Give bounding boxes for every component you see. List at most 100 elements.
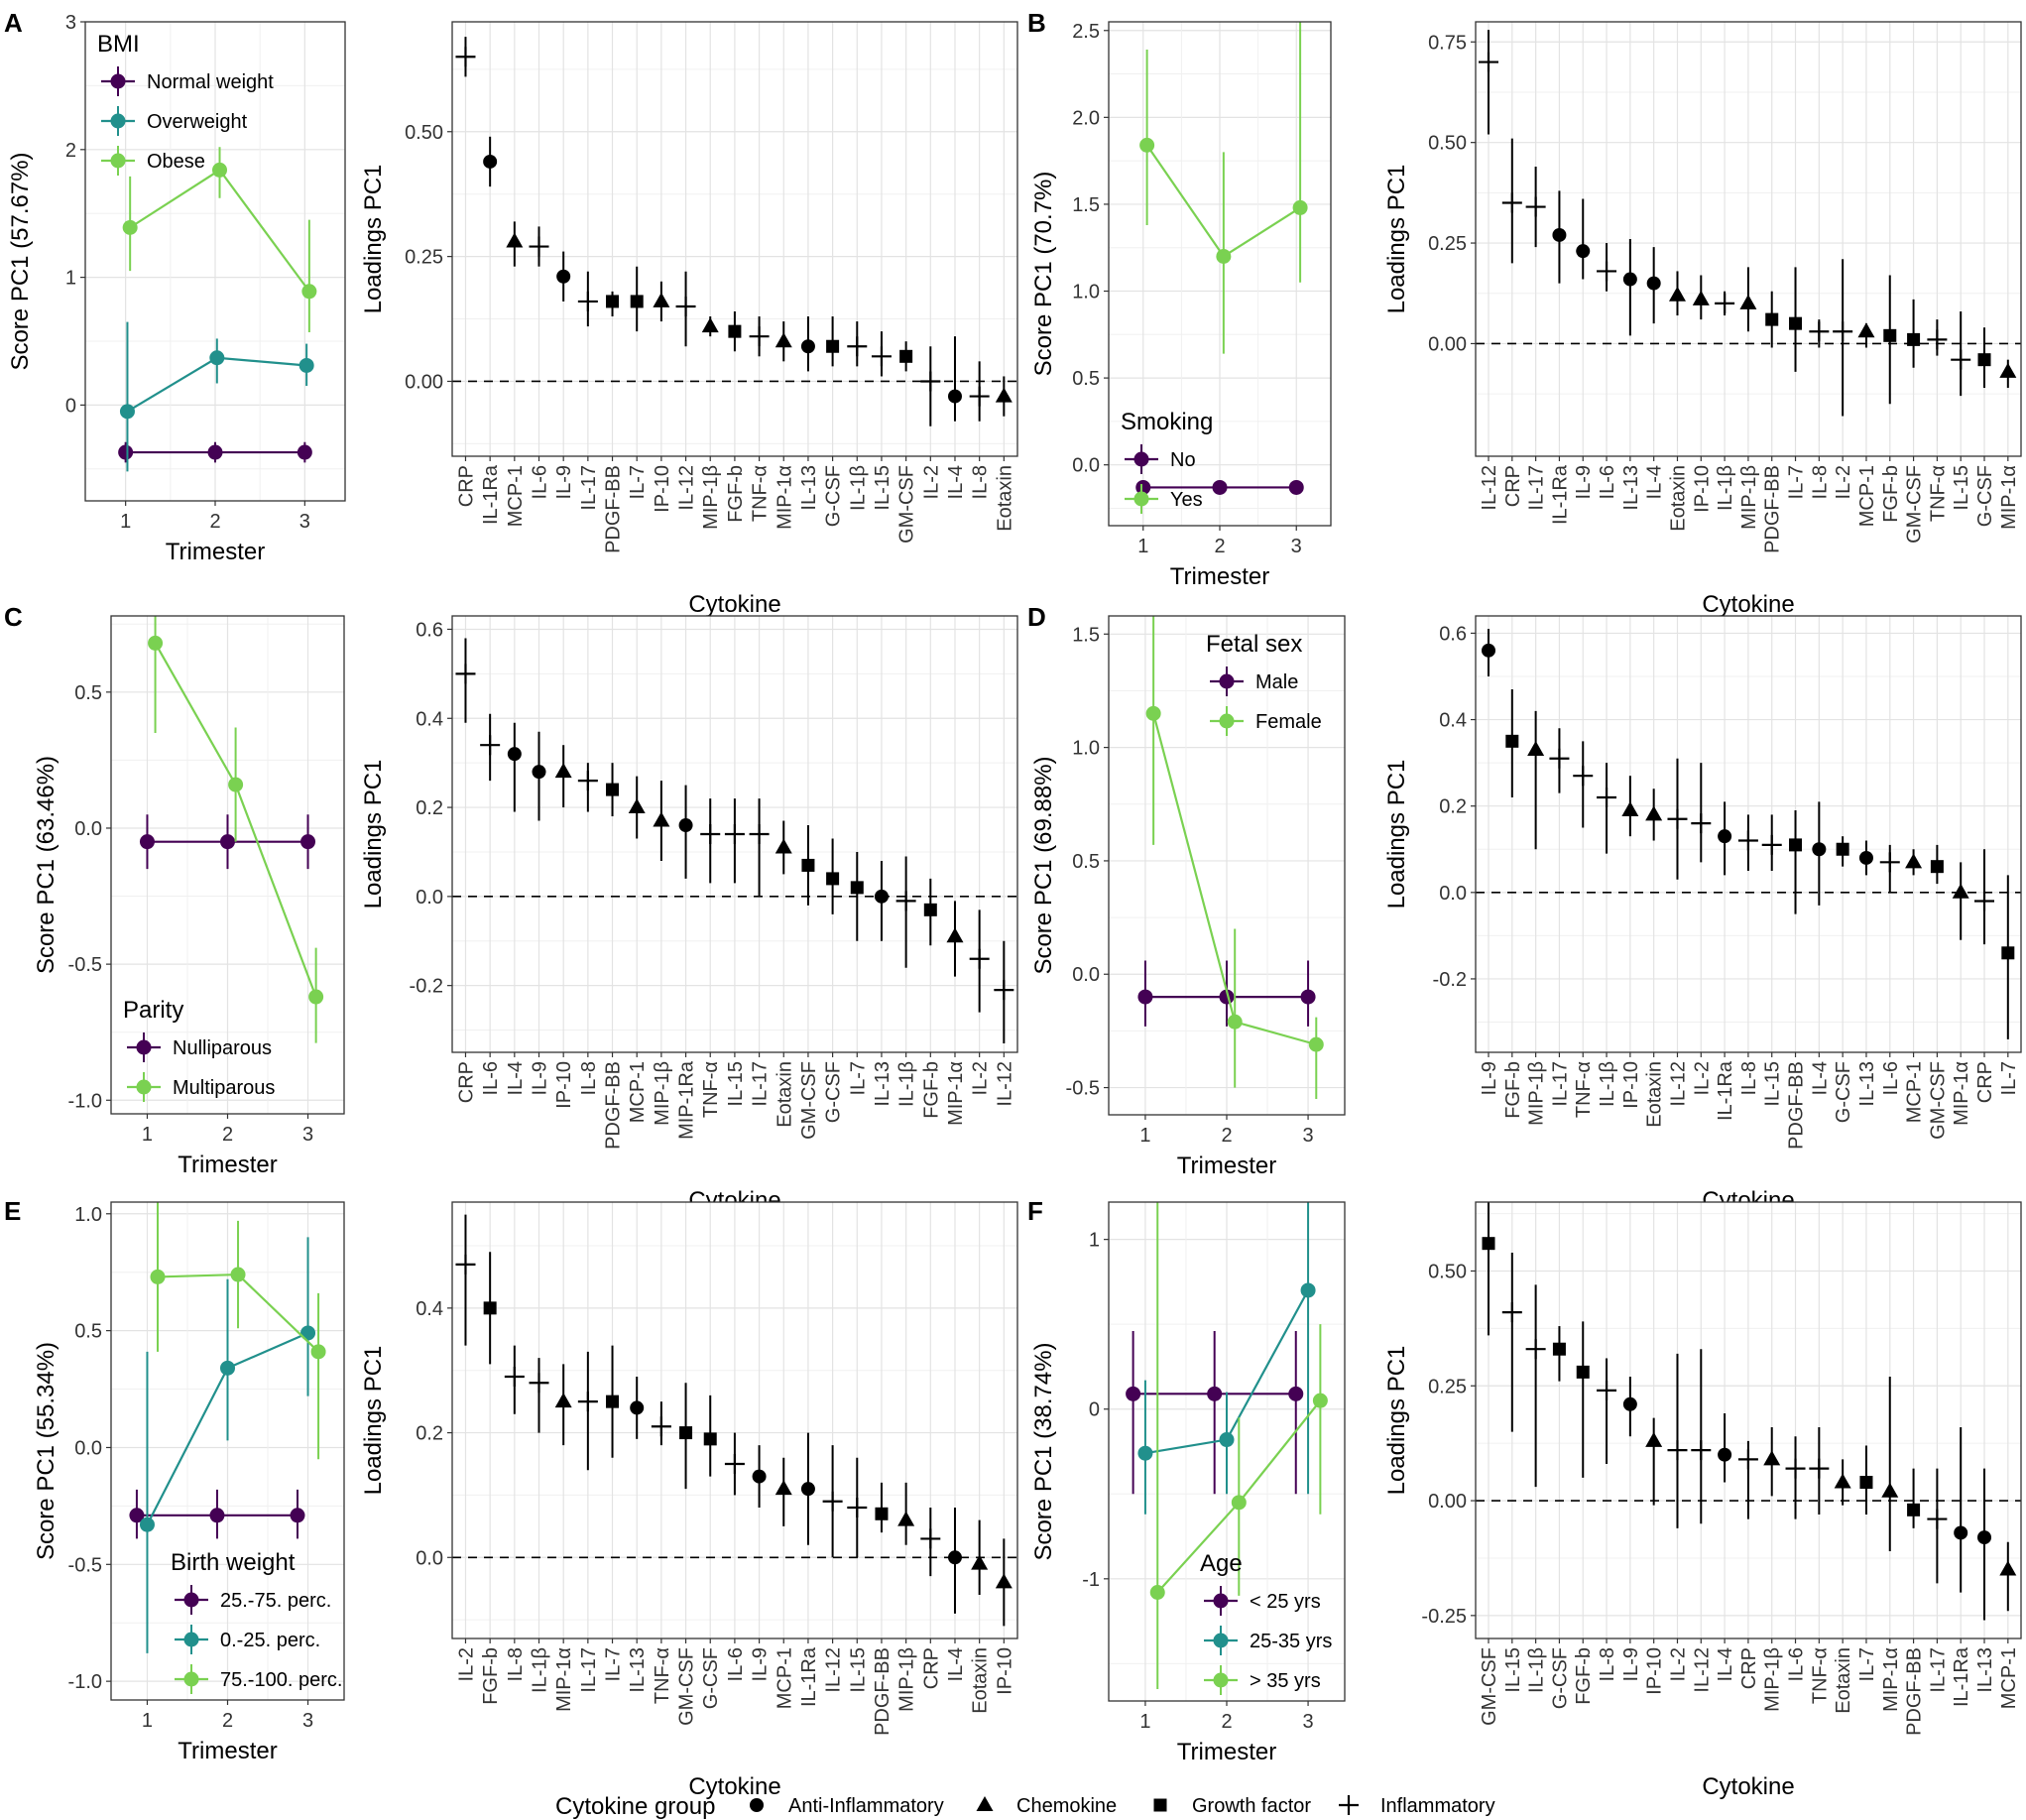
panel-f-data-point bbox=[1300, 1282, 1316, 1298]
panel-f2-data-point bbox=[1576, 1365, 1590, 1379]
panel-a-data-point bbox=[119, 404, 135, 420]
panel-c2-data-point bbox=[628, 798, 646, 814]
panel-e2-tick-label-x: GM-CSF bbox=[676, 1647, 698, 1726]
panel-c2-tick-label-x: IL-1β bbox=[896, 1061, 918, 1107]
panel-e2-tick-label-x: IL-15 bbox=[847, 1647, 869, 1693]
panel-d2-tick-label-y: -0.2 bbox=[1433, 969, 1467, 991]
panel-d2-tick-label-x: FGF-b bbox=[1502, 1061, 1524, 1119]
panel-f2-data-point bbox=[1954, 1525, 1968, 1540]
panel-e2-data-point bbox=[897, 1511, 915, 1526]
panel-a-data-point bbox=[298, 357, 314, 373]
panel-b2-tick-label-x: IL-6 bbox=[1597, 465, 1618, 499]
panel-f2-y-axis-title: Loadings PC1 bbox=[1383, 1346, 1410, 1496]
panel-d2-tick-label-x: IL-2 bbox=[1691, 1061, 1713, 1095]
panel-d2-data-point bbox=[1573, 766, 1594, 787]
panel-a2-tick-label-x: CRP bbox=[455, 465, 477, 507]
panel-a2-tick-label-y: 0.50 bbox=[405, 122, 443, 144]
panel-d2-tick-label-x: IL-7 bbox=[1998, 1061, 2020, 1095]
panel-f-series-2 bbox=[1149, 1202, 1328, 1690]
panel-e-legend-key-point bbox=[183, 1632, 199, 1647]
panel-b2-tick-label-x: TNF-α bbox=[1927, 465, 1949, 522]
panel-letter-a: A bbox=[4, 8, 23, 38]
cytokine-group-label: Anti-Inflammatory bbox=[788, 1795, 944, 1817]
panel-d-data-point bbox=[1137, 989, 1153, 1005]
panel-d-legend-label: Female bbox=[1255, 711, 1322, 733]
panel-a2-y-axis-title: Loadings PC1 bbox=[360, 165, 387, 314]
panel-f2-data-point bbox=[1881, 1482, 1899, 1498]
panel-f-tick-label-x: 3 bbox=[1303, 1711, 1314, 1733]
panel-d-tick-label-x: 2 bbox=[1221, 1125, 1232, 1147]
panel-a-data-point bbox=[212, 162, 228, 178]
panel-b2-tick-label-y: 0.50 bbox=[1428, 133, 1467, 155]
panel-f-legend-title: Age bbox=[1200, 1550, 1243, 1577]
panel-d2-data-point bbox=[1527, 741, 1545, 757]
panel-b-data-point bbox=[1288, 479, 1304, 495]
panel-b2-data-point bbox=[1576, 244, 1591, 259]
panel-d2-data-point bbox=[1836, 842, 1849, 856]
panel-a2-data-point bbox=[455, 47, 476, 67]
panel-b-legend: Smoking No Yes bbox=[1121, 409, 1213, 514]
panel-d2-data-point bbox=[1505, 734, 1519, 748]
panel-f2-tick-label-x: IL-17 bbox=[1927, 1647, 1949, 1693]
panel-d2-data-point bbox=[1597, 787, 1617, 807]
panel-a2-tick-label-x: IL-9 bbox=[553, 465, 575, 499]
panel-c-data-point bbox=[300, 834, 316, 850]
panel-c2-tick-label-x: MIP-1Ra bbox=[676, 1060, 698, 1140]
panel-e-tick-label-x: 3 bbox=[302, 1710, 313, 1732]
panel-d-tick-label-y: 1.5 bbox=[1072, 624, 1100, 646]
panel-a2-tick-label-x: IL-13 bbox=[798, 465, 820, 511]
panel-b2-data-point bbox=[1809, 321, 1830, 342]
panel-f2-data-point bbox=[1501, 1302, 1522, 1323]
panel-b-tick-label-y: 0.0 bbox=[1072, 455, 1100, 477]
panel-d-data-point bbox=[1145, 705, 1161, 721]
panel-d-legend-key-point bbox=[1219, 713, 1235, 729]
panel-f-legend-label: < 25 yrs bbox=[1250, 1591, 1321, 1613]
panel-e2-tick-label-x: IL-2 bbox=[455, 1647, 477, 1681]
panel-e-data-point bbox=[139, 1517, 155, 1532]
panel-a2-data-point bbox=[947, 389, 962, 404]
panel-e2-data-point bbox=[504, 1367, 525, 1387]
panel-b2-data-point bbox=[1479, 52, 1498, 72]
panel-f2-data-point bbox=[1809, 1458, 1830, 1479]
panel-d-tick-label-y: 0.5 bbox=[1072, 851, 1100, 873]
panel-b2-tick-label-x: FGF-b bbox=[1880, 465, 1902, 523]
panel-c-legend-label: Multiparous bbox=[173, 1077, 275, 1099]
panel-a-series-2 bbox=[122, 147, 317, 332]
panel-d2-tick-label-y: 0.4 bbox=[1439, 710, 1467, 732]
panel-a2-tick-label-x: IL-4 bbox=[945, 465, 967, 499]
panel-b2-tick-label-x: G-CSF bbox=[1974, 465, 1996, 527]
panel-e2-tick-label-x: MCP-1 bbox=[774, 1647, 795, 1709]
panel-d2-tick-label-x: G-CSF bbox=[1833, 1061, 1854, 1123]
panel-d2-data-point bbox=[2001, 946, 2015, 960]
panel-c2-data-point bbox=[606, 783, 620, 796]
panel-d2-data-point bbox=[1621, 801, 1639, 817]
panel-e-data-point bbox=[220, 1360, 235, 1376]
panel-b-tick-label-y: 2.5 bbox=[1072, 21, 1100, 43]
panel-e-x-axis-title: Trimester bbox=[178, 1738, 277, 1764]
panel-e2-data-point bbox=[752, 1469, 767, 1484]
panel-b2-data-point bbox=[1927, 329, 1948, 350]
panel-b2-tick-label-x: IL-8 bbox=[1809, 465, 1831, 499]
panel-d2-tick-label-x: MCP-1 bbox=[1904, 1061, 1926, 1123]
panel-a-legend-label: Obese bbox=[147, 151, 205, 173]
panel-d-tick-label-y: -0.5 bbox=[1066, 1078, 1100, 1100]
panel-f2-data-point bbox=[1525, 1339, 1546, 1360]
panel-e2-tick-label-x: IL-12 bbox=[823, 1647, 845, 1693]
panel-c2-data-point bbox=[826, 872, 840, 886]
panel-d2-data-point bbox=[1812, 842, 1827, 857]
panel-c2-data-point bbox=[678, 818, 693, 833]
panel-c2-data-point bbox=[946, 927, 964, 943]
panel-f2-x-axis-title: Cytokine bbox=[1702, 1773, 1794, 1800]
panel-d2-tick-label-y: 0.2 bbox=[1439, 796, 1467, 818]
panel-d2-tick-label-x: IL-8 bbox=[1738, 1061, 1760, 1095]
cytokine-group-square-icon bbox=[1153, 1798, 1167, 1812]
panel-c2-data-point bbox=[969, 948, 990, 969]
panel-e2-tick-label-x: IL-1Ra bbox=[798, 1646, 820, 1707]
panel-d-tick-label-y: 1.0 bbox=[1072, 738, 1100, 760]
panel-c2-data-point bbox=[850, 881, 864, 895]
panel-f2-tick-label-x: IL-8 bbox=[1597, 1647, 1618, 1681]
panel-c2-tick-label-y: 0.2 bbox=[416, 797, 443, 819]
panel-c-tick-label-y: -0.5 bbox=[68, 954, 102, 976]
panel-e-legend-key-point bbox=[183, 1592, 199, 1608]
panel-b2-tick-label-x: GM-CSF bbox=[1904, 465, 1926, 544]
